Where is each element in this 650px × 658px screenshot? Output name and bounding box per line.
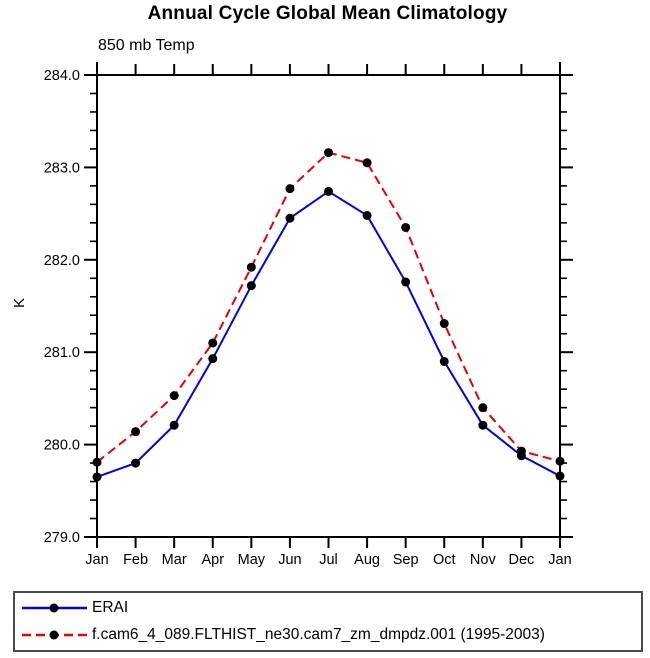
- series-line-0: [96, 190, 561, 478]
- x-tick-label: Jun: [278, 552, 301, 568]
- x-tick-label: Aug: [354, 552, 380, 568]
- data-point-marker: [555, 471, 565, 481]
- x-tick-label: Sep: [393, 552, 419, 568]
- legend-item-model: f.cam6_4_089.FLTHIST_ne30.cam7_zm_dmpdz.…: [15, 622, 641, 649]
- x-tick-label: Jul: [319, 552, 338, 568]
- data-point-marker: [131, 427, 141, 437]
- data-point-marker: [208, 338, 218, 348]
- y-tick-label: 284.0: [44, 68, 80, 84]
- data-point-marker: [246, 281, 256, 291]
- x-tick-label: Feb: [123, 552, 148, 568]
- data-point-marker: [555, 456, 565, 466]
- chart-title: Annual Cycle Global Mean Climatology: [147, 3, 508, 24]
- data-point-marker: [324, 148, 333, 158]
- y-tick-label: 279.0: [44, 530, 80, 546]
- x-tick-label: Jan: [85, 552, 108, 568]
- x-tick-label: Dec: [509, 552, 535, 568]
- y-tick-label: 282.0: [44, 253, 80, 269]
- x-tick-label: Oct: [433, 552, 456, 568]
- data-point-marker: [439, 356, 449, 366]
- data-point-marker: [478, 420, 488, 430]
- x-tick-label: Mar: [162, 552, 187, 568]
- data-point-marker: [324, 186, 333, 196]
- y-tick-label: 280.0: [44, 438, 80, 454]
- y-tick-label: 281.0: [44, 345, 80, 361]
- y-axis-title: K: [11, 298, 28, 309]
- data-point-marker: [401, 277, 411, 287]
- legend-label-erai: ERAI: [92, 599, 129, 616]
- data-point-marker: [285, 213, 295, 223]
- x-tick-label: May: [238, 552, 266, 568]
- data-point-marker: [478, 403, 488, 413]
- data-point-marker: [401, 222, 411, 232]
- data-point-marker: [246, 262, 256, 272]
- data-point-marker: [362, 158, 372, 168]
- chart-subtitle: 850 mb Temp: [98, 37, 195, 54]
- legend-label-model: f.cam6_4_089.FLTHIST_ne30.cam7_zm_dmpdz.…: [92, 626, 545, 643]
- legend-item-erai: ERAI: [15, 595, 641, 622]
- x-tick-label: Jan: [548, 552, 571, 568]
- data-point-marker: [131, 458, 141, 468]
- data-point-marker: [285, 184, 295, 194]
- data-point-marker: [169, 391, 179, 401]
- legend-line-sample-dashed: [22, 630, 87, 640]
- data-point-marker: [92, 457, 102, 467]
- data-point-marker: [208, 354, 218, 364]
- legend-line-sample-solid: [22, 603, 87, 613]
- data-point-marker: [516, 446, 526, 456]
- x-tick-label: Nov: [470, 552, 497, 568]
- y-tick-label: 283.0: [44, 160, 80, 176]
- data-point-marker: [92, 472, 102, 482]
- legend: ERAI f.cam6_4_089.FLTHIST_ne30.cam7_zm_d…: [13, 591, 643, 652]
- data-point-marker: [169, 420, 179, 430]
- x-tick-label: Apr: [201, 552, 224, 568]
- data-point-marker: [439, 319, 449, 329]
- data-point-marker: [362, 210, 372, 220]
- legend-sample-marker: [49, 630, 59, 640]
- legend-sample-marker: [49, 603, 59, 613]
- axis-frame: [96, 74, 561, 538]
- series-line-1: [96, 151, 561, 463]
